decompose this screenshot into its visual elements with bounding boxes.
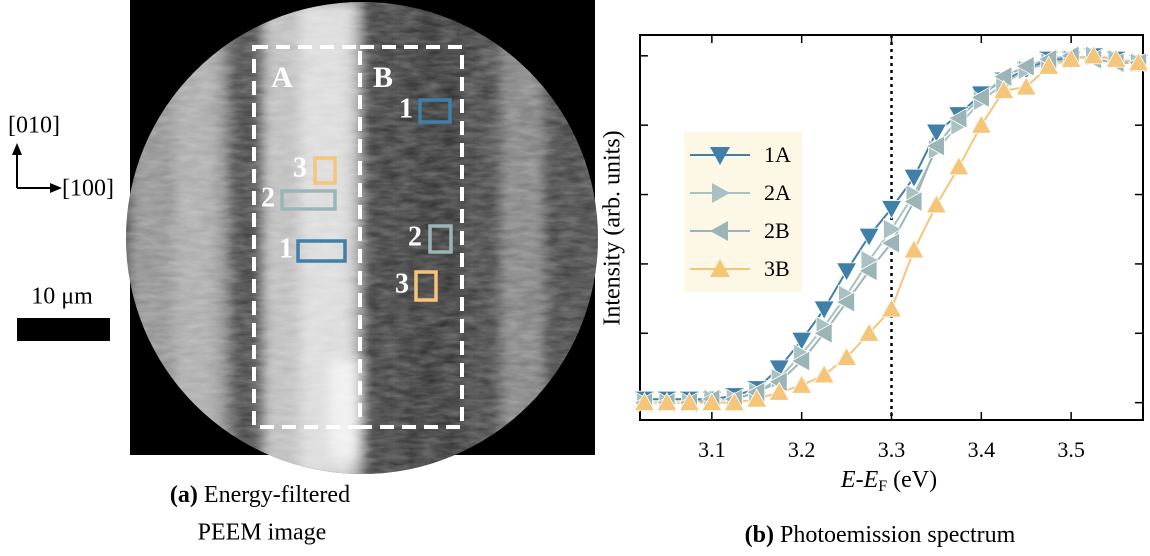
caption-text: Photoemission spectrum <box>780 522 1016 548</box>
data-point <box>835 346 858 366</box>
box-label: 1 <box>399 93 413 124</box>
data-point <box>813 300 835 320</box>
data-point <box>925 123 948 143</box>
data-point <box>970 86 990 109</box>
data-point <box>1105 48 1127 68</box>
x-tick-label: 3.2 <box>788 437 816 462</box>
box-label: 3 <box>293 152 307 183</box>
x-tick-label: 3.5 <box>1057 437 1085 462</box>
data-point <box>633 391 656 412</box>
box-label: 3 <box>395 268 409 299</box>
x-tick-label: 3.3 <box>878 437 906 462</box>
data-point <box>858 227 880 247</box>
caption-line: Energy-filtered <box>204 482 350 508</box>
data-point <box>678 391 701 412</box>
data-point <box>1082 44 1105 65</box>
legend-marker <box>712 183 730 203</box>
data-point <box>970 114 993 134</box>
box-label: 2 <box>261 182 275 213</box>
box-label: 1 <box>279 233 293 264</box>
axis-label: [100] <box>62 176 114 202</box>
data-point <box>790 350 811 372</box>
data-point <box>656 391 678 412</box>
x-tick-label: 3.4 <box>968 437 996 462</box>
data-point <box>880 232 900 254</box>
data-point <box>790 374 813 394</box>
x-label-part: - <box>856 467 864 493</box>
data-point <box>723 391 745 412</box>
data-point <box>701 391 723 412</box>
data-point <box>813 364 835 384</box>
data-point <box>925 194 948 214</box>
data-point <box>835 291 855 313</box>
data-point <box>790 331 813 352</box>
data-point <box>948 155 970 176</box>
region-label: A <box>271 61 293 94</box>
panel-label: (a) <box>170 482 198 508</box>
region-label: B <box>373 61 393 94</box>
data-point <box>903 168 925 189</box>
axes-arrows <box>12 143 62 193</box>
legend: 1A 2A 2B 3B <box>684 132 802 292</box>
data-point <box>903 190 923 213</box>
data-point <box>768 381 790 401</box>
data-point <box>993 79 1015 99</box>
x-label-part: E <box>863 467 879 493</box>
data-point <box>948 107 968 129</box>
legend-label: 1A <box>764 142 791 167</box>
legend-marker <box>710 147 730 165</box>
legend-label: 2A <box>764 180 791 205</box>
legend-marker <box>710 221 728 241</box>
peem-image <box>126 0 598 474</box>
x-label-part: E <box>840 467 856 493</box>
data-point <box>883 218 903 240</box>
legend-label: 3B <box>764 256 790 281</box>
caption: (b) Photoemission spectrum <box>745 522 1016 548</box>
x-axis-label: E-EF (eV) <box>840 467 937 495</box>
legend-label: 2B <box>764 218 790 243</box>
data-point <box>835 262 858 282</box>
data-point <box>880 298 903 318</box>
scale-bar <box>17 318 110 341</box>
data-point <box>880 200 903 220</box>
x-label-part: F <box>878 478 887 495</box>
panel-label: (b) <box>745 522 774 548</box>
caption: (a) Energy-filtered <box>170 482 350 508</box>
legend-marker <box>710 259 730 277</box>
legend-box <box>684 132 802 292</box>
data-point <box>768 359 790 379</box>
scale-label: 10 μm <box>31 284 93 310</box>
data-point <box>858 260 878 282</box>
data-point <box>1127 51 1150 72</box>
axis-label: [010] <box>8 113 60 139</box>
data-point <box>1015 76 1037 96</box>
data-point <box>858 322 880 342</box>
data-point <box>813 322 833 344</box>
data-point <box>903 239 925 259</box>
data-point <box>1015 55 1035 77</box>
x-label-part: (eV) <box>893 467 937 493</box>
data-point <box>925 135 945 157</box>
data-point <box>1060 48 1082 68</box>
box-label: 2 <box>408 221 422 252</box>
x-tick-label: 3.1 <box>698 437 726 462</box>
caption-line: PEEM image <box>198 520 327 546</box>
data-point <box>746 388 768 408</box>
data-point <box>1038 55 1060 75</box>
y-axis-label: Intensity (arb. units) <box>600 130 626 325</box>
